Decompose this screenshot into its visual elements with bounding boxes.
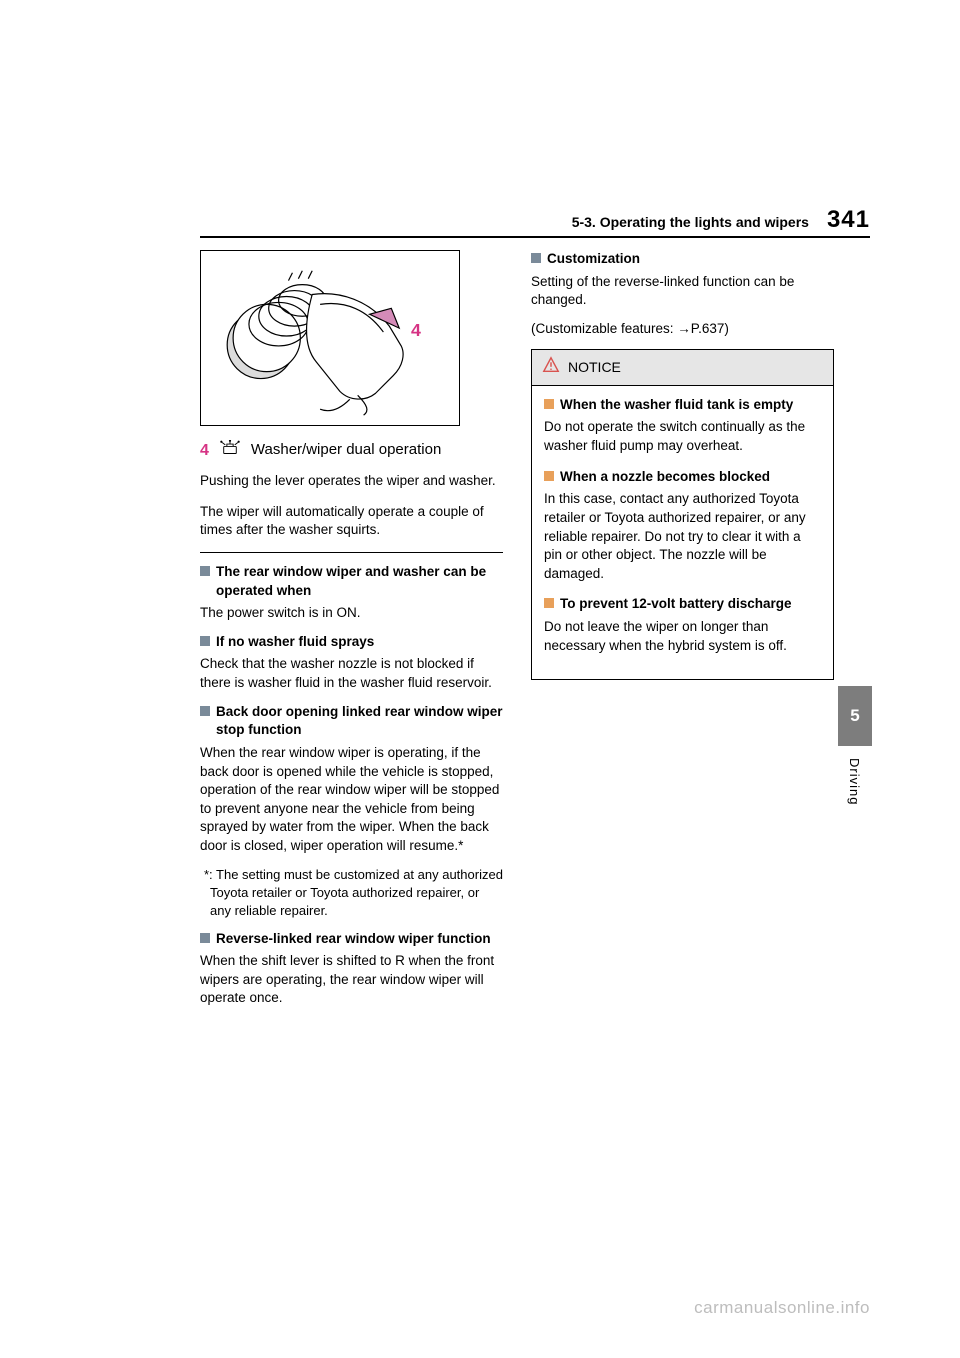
block-customization: Customization — [531, 250, 834, 269]
notice-item-nozzle: When a nozzle becomes blocked — [544, 468, 821, 487]
square-bullet-icon — [544, 598, 554, 608]
notice-header: NOTICE — [532, 350, 833, 386]
notice-item-empty: When the washer fluid tank is empty — [544, 396, 821, 415]
chapter-tab: 5 — [838, 686, 872, 746]
manual-page: 5-3. Operating the lights and wipers 341 — [0, 0, 960, 1358]
content-columns: 4 4 Washer/wiper dual operation Pushing … — [200, 250, 870, 1018]
header-rule — [200, 236, 870, 238]
notice-item-title: To prevent 12-volt battery discharge — [560, 595, 792, 614]
notice-box: NOTICE When the washer fluid tank is emp… — [531, 349, 834, 681]
lever-figure: 4 — [200, 250, 460, 426]
left-column: 4 4 Washer/wiper dual operation Pushing … — [200, 250, 503, 1018]
item-number: 4 — [200, 440, 209, 462]
square-bullet-icon — [200, 706, 210, 716]
square-bullet-icon — [200, 933, 210, 943]
page-header: 5-3. Operating the lights and wipers 341 — [200, 206, 870, 234]
square-bullet-icon — [200, 566, 210, 576]
page-number: 341 — [827, 206, 870, 234]
washer-icon — [219, 440, 241, 462]
lever-illustration: 4 — [201, 251, 459, 425]
block-operated-when: The rear window wiper and washer can be … — [200, 563, 503, 600]
customization-body1: Setting of the reverse-linked function c… — [531, 273, 834, 310]
block-body: Check that the washer nozzle is not bloc… — [200, 655, 503, 692]
block-body: When the shift lever is shifted to R whe… — [200, 952, 503, 1008]
control-item-4: 4 Washer/wiper dual operation — [200, 440, 503, 462]
watermark-text: carmanualsonline.info — [694, 1298, 870, 1318]
figure-callout-4: 4 — [411, 320, 421, 340]
block-title: If no washer fluid sprays — [216, 633, 374, 652]
block-body: When the rear window wiper is operating,… — [200, 744, 503, 856]
square-bullet-icon — [544, 399, 554, 409]
warning-triangle-icon — [542, 356, 560, 379]
thin-rule — [200, 552, 503, 553]
block-body: The power switch is in ON. — [200, 604, 503, 623]
notice-item-title: When a nozzle becomes blocked — [560, 468, 770, 487]
square-bullet-icon — [531, 253, 541, 263]
block-reverse-linked: Reverse-linked rear window wiper functio… — [200, 930, 503, 949]
right-column: Customization Setting of the reverse-lin… — [531, 250, 870, 1018]
chapter-side-label: Driving — [847, 758, 862, 805]
block-title: Reverse-linked rear window wiper functio… — [216, 930, 491, 949]
block-title: Back door opening linked rear window wip… — [216, 703, 503, 740]
notice-item-title: When the washer fluid tank is empty — [560, 396, 793, 415]
notice-item-body: Do not leave the wiper on longer than ne… — [544, 618, 821, 655]
notice-item-body: In this case, contact any authorized Toy… — [544, 490, 821, 583]
block-title: Customization — [547, 250, 640, 269]
notice-item-battery: To prevent 12-volt battery discharge — [544, 595, 821, 614]
para-push-lever: Pushing the lever operates the wiper and… — [200, 472, 503, 491]
square-bullet-icon — [200, 636, 210, 646]
para-auto-operate: The wiper will automatically operate a c… — [200, 503, 503, 540]
customization-body2: (Customizable features: →P.637) — [531, 320, 834, 339]
notice-item-body: Do not operate the switch continually as… — [544, 418, 821, 455]
footnote: *: The setting must be customized at any… — [200, 866, 503, 920]
section-title: 5-3. Operating the lights and wipers — [572, 214, 809, 230]
block-title: The rear window wiper and washer can be … — [216, 563, 503, 600]
block-no-spray: If no washer fluid sprays — [200, 633, 503, 652]
notice-body: When the washer fluid tank is empty Do n… — [532, 386, 833, 680]
block-back-door: Back door opening linked rear window wip… — [200, 703, 503, 740]
item-text: Washer/wiper dual operation — [251, 440, 441, 461]
notice-label: NOTICE — [568, 358, 621, 377]
square-bullet-icon — [544, 471, 554, 481]
chapter-number: 5 — [850, 706, 859, 726]
